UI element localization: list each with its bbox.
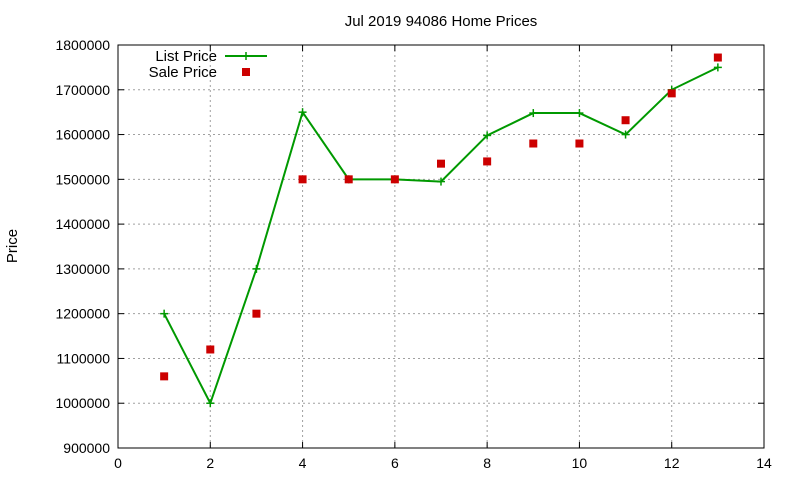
x-tick-label: 0 — [114, 455, 122, 471]
sale-price-point — [575, 139, 584, 148]
y-tick-label: 1000000 — [55, 395, 110, 411]
x-tick-label: 14 — [756, 455, 772, 471]
sale-price-point — [529, 139, 538, 148]
plot-frame — [117, 44, 765, 449]
x-tick-label: 8 — [483, 455, 491, 471]
y-axis-label: Price — [4, 229, 21, 263]
list-price-point — [575, 109, 584, 118]
list-price-point — [621, 130, 630, 139]
list-price-point — [206, 399, 215, 408]
sale-price-point — [621, 116, 630, 125]
sale-price-point — [344, 175, 353, 184]
y-tick-label: 1800000 — [55, 37, 110, 53]
list-price-point — [713, 63, 722, 72]
sale-price-point — [667, 89, 676, 98]
sale-price-point — [206, 345, 215, 354]
sale-price-point — [483, 157, 492, 166]
y-tick-label: 1100000 — [57, 350, 111, 366]
legend-label: Sale Price — [149, 64, 217, 81]
y-tick-label: 1400000 — [55, 216, 110, 232]
series — [160, 53, 722, 408]
legend-label: List Price — [155, 48, 217, 65]
x-tick-label: 12 — [664, 455, 680, 471]
series-list-price — [160, 63, 722, 408]
x-tick-label: 4 — [299, 455, 307, 471]
y-tick-label: 1700000 — [55, 82, 110, 98]
y-tick-label: 1200000 — [55, 306, 110, 322]
y-tick-label: 900000 — [63, 440, 110, 456]
legend-swatch-square — [242, 68, 250, 76]
x-tick-label: 2 — [206, 455, 214, 471]
y-tick-label: 1500000 — [55, 171, 110, 187]
list-price-line — [163, 66, 719, 406]
y-tick-label: 1300000 — [55, 261, 110, 277]
list-price-point — [529, 109, 538, 118]
grid — [118, 45, 764, 448]
x-tick-label: 10 — [572, 455, 588, 471]
list-price-point — [252, 264, 261, 273]
list-price-point — [160, 309, 169, 318]
tick-labels: 0 2 4 6 8 10 12 14 900000 1000000 1100000 1200000 13… — [55, 37, 772, 471]
list-price-point — [298, 108, 307, 117]
list-price-point — [437, 177, 445, 186]
sale-price-point — [713, 53, 722, 62]
list-price-point — [483, 131, 492, 140]
sale-price-point — [160, 372, 169, 381]
sale-price-point — [298, 175, 307, 184]
y-tick-label: 1600000 — [55, 127, 110, 143]
legend-swatch-plus — [242, 52, 250, 60]
sale-price-point — [252, 309, 261, 318]
sale-price-point — [390, 175, 399, 184]
sale-price-point — [437, 159, 445, 168]
x-tick-label: 6 — [391, 455, 399, 471]
series-sale-price — [160, 53, 722, 381]
chart-title: Jul 2019 94086 Home Prices — [345, 13, 538, 30]
